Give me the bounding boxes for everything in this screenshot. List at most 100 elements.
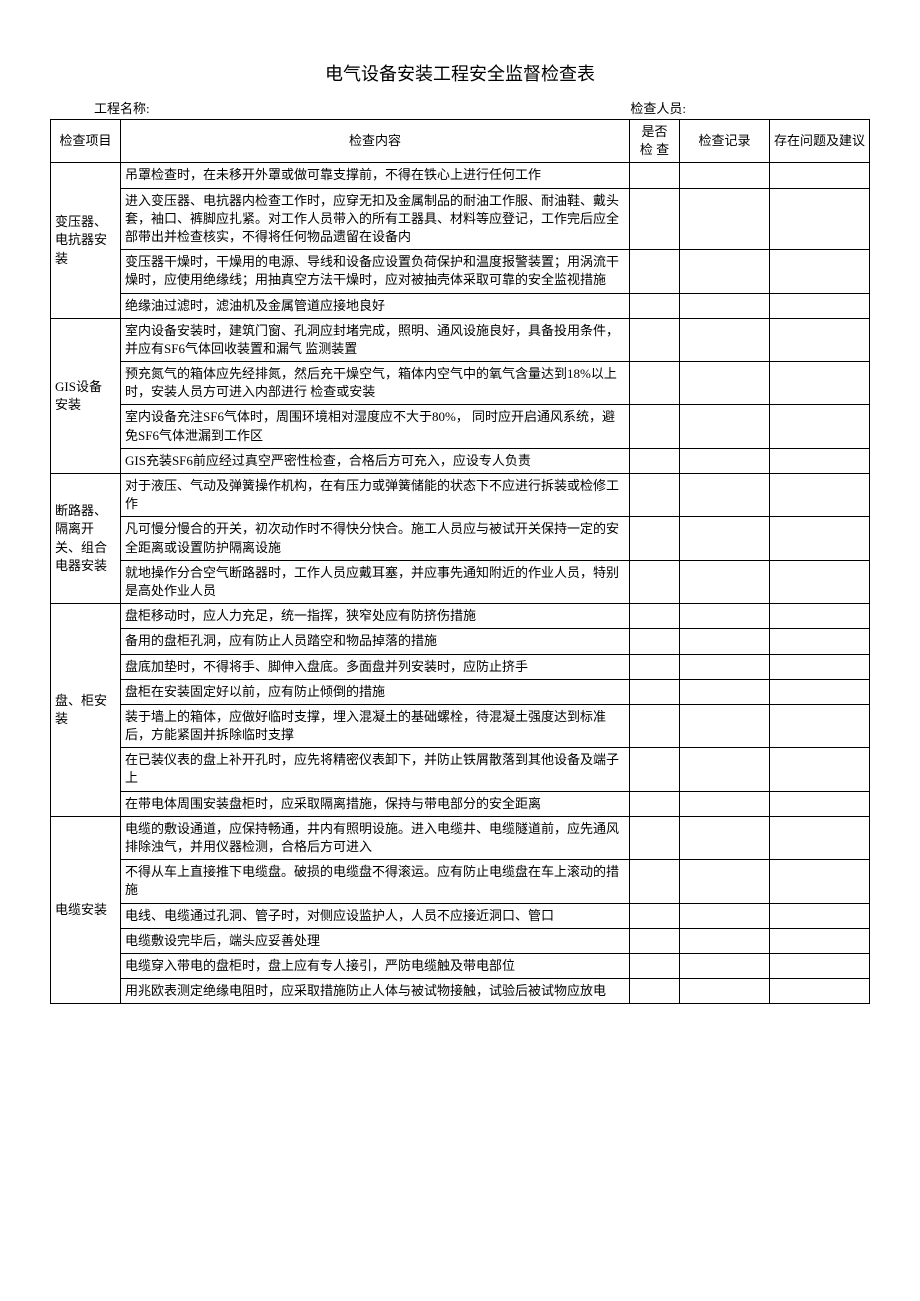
table-row: 断路器、隔离开关、组合电器安装对于液压、气动及弹簧操作机构，在有压力或弹簧储能的… <box>51 474 870 517</box>
check-cell[interactable] <box>630 188 680 250</box>
content-cell: 电缆穿入带电的盘柜时，盘上应有专人接引，严防电缆触及带电部位 <box>121 953 630 978</box>
content-cell: 室内设备充注SF6气体时，周围环境相对湿度应不大于80%， 同时应开启通风系统，… <box>121 405 630 448</box>
check-cell[interactable] <box>630 362 680 405</box>
suggest-cell[interactable] <box>770 188 870 250</box>
table-row: 电缆穿入带电的盘柜时，盘上应有专人接引，严防电缆触及带电部位 <box>51 953 870 978</box>
check-cell[interactable] <box>630 163 680 188</box>
record-cell[interactable] <box>680 293 770 318</box>
table-row: 盘底加垫时，不得将手、脚伸入盘底。多面盘并列安装时，应防止挤手 <box>51 654 870 679</box>
record-cell[interactable] <box>680 560 770 603</box>
content-cell: 凡可慢分慢合的开关，初次动作时不得快分快合。施工人员应与被试开关保持一定的安全距… <box>121 517 630 560</box>
suggest-cell[interactable] <box>770 250 870 293</box>
check-cell[interactable] <box>630 903 680 928</box>
record-cell[interactable] <box>680 704 770 747</box>
table-row: GIS设备 安装室内设备安装时，建筑门窗、孔洞应封堵完成，照明、通风设施良好，具… <box>51 318 870 361</box>
record-cell[interactable] <box>680 448 770 473</box>
suggest-cell[interactable] <box>770 704 870 747</box>
record-cell[interactable] <box>680 953 770 978</box>
check-cell[interactable] <box>630 979 680 1004</box>
check-cell[interactable] <box>630 816 680 859</box>
check-cell[interactable] <box>630 860 680 903</box>
suggest-cell[interactable] <box>770 362 870 405</box>
record-cell[interactable] <box>680 188 770 250</box>
table-row: 盘、柜安装盘柜移动时，应人力充足，统一指挥，狭窄处应有防挤伤措施 <box>51 604 870 629</box>
project-cell: 变压器、电抗器安装 <box>51 163 121 318</box>
check-cell[interactable] <box>630 654 680 679</box>
check-cell[interactable] <box>630 474 680 517</box>
suggest-cell[interactable] <box>770 953 870 978</box>
record-cell[interactable] <box>680 405 770 448</box>
table-row: 进入变压器、电抗器内检查工作时，应穿无扣及金属制品的耐油工作服、耐油鞋、戴头套，… <box>51 188 870 250</box>
record-cell[interactable] <box>680 979 770 1004</box>
record-cell[interactable] <box>680 163 770 188</box>
record-cell[interactable] <box>680 517 770 560</box>
col-header-check: 是否 检 查 <box>630 120 680 163</box>
check-cell[interactable] <box>630 517 680 560</box>
record-cell[interactable] <box>680 604 770 629</box>
check-cell[interactable] <box>630 405 680 448</box>
col-header-project: 检查项目 <box>51 120 121 163</box>
suggest-cell[interactable] <box>770 293 870 318</box>
record-cell[interactable] <box>680 250 770 293</box>
suggest-cell[interactable] <box>770 679 870 704</box>
check-cell[interactable] <box>630 318 680 361</box>
suggest-cell[interactable] <box>770 448 870 473</box>
check-cell[interactable] <box>630 928 680 953</box>
suggest-cell[interactable] <box>770 816 870 859</box>
table-row: 用兆欧表测定绝缘电阻时，应采取措施防止人体与被试物接触，试验后被试物应放电 <box>51 979 870 1004</box>
record-cell[interactable] <box>680 816 770 859</box>
suggest-cell[interactable] <box>770 791 870 816</box>
record-cell[interactable] <box>680 318 770 361</box>
table-row: 凡可慢分慢合的开关，初次动作时不得快分快合。施工人员应与被试开关保持一定的安全距… <box>51 517 870 560</box>
record-cell[interactable] <box>680 362 770 405</box>
suggest-cell[interactable] <box>770 604 870 629</box>
header-row: 工程名称: 检查人员: <box>50 98 870 117</box>
project-cell: 盘、柜安装 <box>51 604 121 817</box>
content-cell: 在带电体周围安装盘柜时，应采取隔离措施，保持与带电部分的安全距离 <box>121 791 630 816</box>
suggest-cell[interactable] <box>770 979 870 1004</box>
record-cell[interactable] <box>680 791 770 816</box>
check-cell[interactable] <box>630 604 680 629</box>
suggest-cell[interactable] <box>770 560 870 603</box>
suggest-cell[interactable] <box>770 903 870 928</box>
record-cell[interactable] <box>680 474 770 517</box>
check-cell[interactable] <box>630 704 680 747</box>
content-cell: 电缆敷设完毕后，端头应妥善处理 <box>121 928 630 953</box>
col-header-content: 检查内容 <box>121 120 630 163</box>
check-cell[interactable] <box>630 293 680 318</box>
check-cell[interactable] <box>630 791 680 816</box>
suggest-cell[interactable] <box>770 318 870 361</box>
check-cell[interactable] <box>630 629 680 654</box>
table-row: 装于墙上的箱体，应做好临时支撑，埋入混凝土的基础螺栓，待混凝土强度达到标准后，方… <box>51 704 870 747</box>
record-cell[interactable] <box>680 679 770 704</box>
suggest-cell[interactable] <box>770 163 870 188</box>
content-cell: 绝缘油过滤时，滤油机及金属管道应接地良好 <box>121 293 630 318</box>
suggest-cell[interactable] <box>770 474 870 517</box>
suggest-cell[interactable] <box>770 748 870 791</box>
suggest-cell[interactable] <box>770 860 870 903</box>
check-cell[interactable] <box>630 953 680 978</box>
check-cell[interactable] <box>630 748 680 791</box>
suggest-cell[interactable] <box>770 517 870 560</box>
content-cell: 装于墙上的箱体，应做好临时支撑，埋入混凝土的基础螺栓，待混凝土强度达到标准后，方… <box>121 704 630 747</box>
table-row: 绝缘油过滤时，滤油机及金属管道应接地良好 <box>51 293 870 318</box>
content-cell: 盘柜移动时，应人力充足，统一指挥，狭窄处应有防挤伤措施 <box>121 604 630 629</box>
record-cell[interactable] <box>680 903 770 928</box>
check-cell[interactable] <box>630 448 680 473</box>
record-cell[interactable] <box>680 928 770 953</box>
table-header-row: 检查项目 检查内容 是否 检 查 检查记录 存在问题及建议 <box>51 120 870 163</box>
content-cell: 在已装仪表的盘上补开孔时，应先将精密仪表卸下，并防止铁屑散落到其他设备及端子上 <box>121 748 630 791</box>
record-cell[interactable] <box>680 654 770 679</box>
content-cell: 盘柜在安装固定好以前，应有防止倾倒的措施 <box>121 679 630 704</box>
content-cell: 变压器干燥时，干燥用的电源、导线和设备应设置负荷保护和温度报警装置；用涡流干燥时… <box>121 250 630 293</box>
record-cell[interactable] <box>680 629 770 654</box>
suggest-cell[interactable] <box>770 654 870 679</box>
check-cell[interactable] <box>630 560 680 603</box>
record-cell[interactable] <box>680 748 770 791</box>
suggest-cell[interactable] <box>770 928 870 953</box>
check-cell[interactable] <box>630 679 680 704</box>
check-cell[interactable] <box>630 250 680 293</box>
record-cell[interactable] <box>680 860 770 903</box>
suggest-cell[interactable] <box>770 405 870 448</box>
suggest-cell[interactable] <box>770 629 870 654</box>
